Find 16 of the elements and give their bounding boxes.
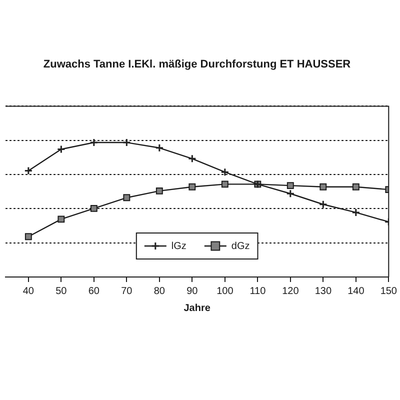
- x-tick-label: 140: [348, 286, 365, 297]
- chart-title: Zuwachs Tanne I.EKl. mäßige Durchforstung ET HAUSSER: [43, 58, 351, 71]
- x-tick-label: 70: [121, 286, 133, 297]
- x-tick-label: 110: [250, 286, 266, 297]
- x-tick-label: 130: [314, 286, 332, 297]
- x-tick-label: 150: [380, 286, 398, 297]
- x-tick-label: 40: [22, 286, 34, 297]
- x-tick-label: 50: [56, 286, 68, 297]
- legend-label: dGz: [231, 240, 250, 252]
- x-tick-label: 120: [282, 286, 300, 297]
- x-tick-label: 60: [88, 286, 100, 297]
- x-tick-label: 80: [154, 286, 166, 297]
- legend-label: lGz: [171, 240, 186, 252]
- x-tick-label: 90: [186, 286, 198, 297]
- x-axis-title: Jahre: [184, 302, 211, 314]
- x-tick-label: 100: [216, 286, 234, 297]
